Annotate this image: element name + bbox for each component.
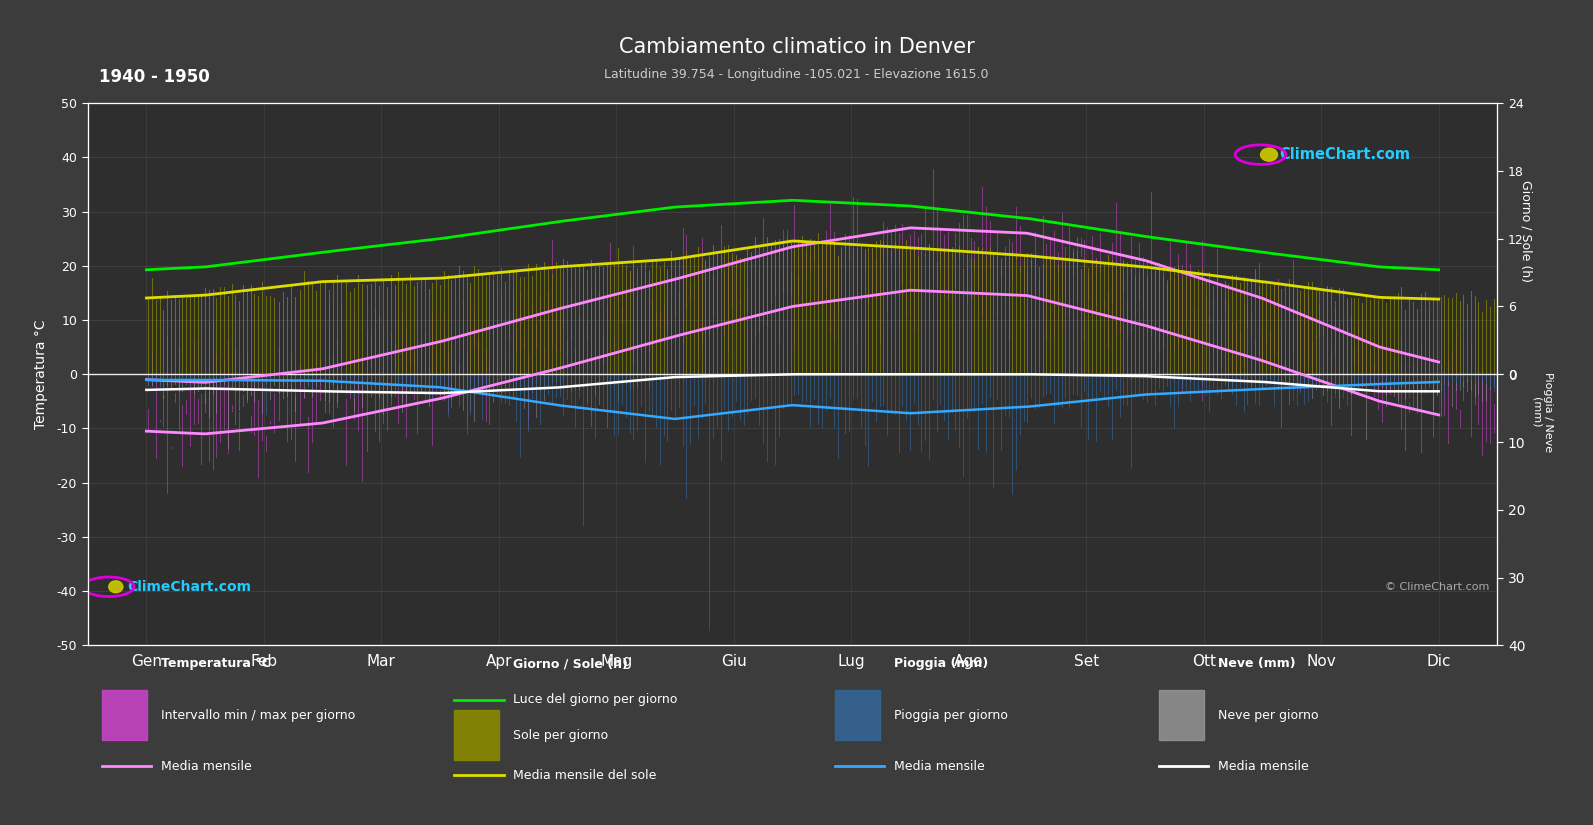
Text: © ClimeChart.com: © ClimeChart.com xyxy=(1384,582,1489,592)
Text: Pioggia per giorno: Pioggia per giorno xyxy=(894,709,1008,722)
Bar xyxy=(102,691,147,740)
Ellipse shape xyxy=(1260,148,1278,161)
Text: Neve (mm): Neve (mm) xyxy=(1219,658,1295,671)
Text: Pioggia (mm): Pioggia (mm) xyxy=(894,658,988,671)
Text: Intervallo min / max per giorno: Intervallo min / max per giorno xyxy=(161,709,355,722)
Y-axis label: Temperatura °C: Temperatura °C xyxy=(35,319,48,429)
Text: Giorno / Sole (h): Giorno / Sole (h) xyxy=(1520,180,1532,282)
Text: ClimeChart.com: ClimeChart.com xyxy=(1279,147,1410,162)
Text: Giorno / Sole (h): Giorno / Sole (h) xyxy=(513,658,628,671)
Text: Cambiamento climatico in Denver: Cambiamento climatico in Denver xyxy=(618,37,975,57)
Text: ClimeChart.com: ClimeChart.com xyxy=(127,580,252,594)
Text: Neve per giorno: Neve per giorno xyxy=(1219,709,1319,722)
Text: Latitudine 39.754 - Longitudine -105.021 - Elevazione 1615.0: Latitudine 39.754 - Longitudine -105.021… xyxy=(604,68,989,81)
Text: Media mensile: Media mensile xyxy=(1219,760,1309,773)
Text: Media mensile: Media mensile xyxy=(894,760,984,773)
Bar xyxy=(835,691,879,740)
Bar xyxy=(1160,691,1204,740)
Text: 1940 - 1950: 1940 - 1950 xyxy=(99,68,210,86)
Text: Luce del giorno per giorno: Luce del giorno per giorno xyxy=(513,693,677,706)
Text: Media mensile: Media mensile xyxy=(161,760,252,773)
Ellipse shape xyxy=(108,581,123,592)
Text: Media mensile del sole: Media mensile del sole xyxy=(513,769,656,782)
Text: Pioggia / Neve
(mm): Pioggia / Neve (mm) xyxy=(1531,372,1553,453)
Bar xyxy=(454,710,499,760)
Text: Sole per giorno: Sole per giorno xyxy=(513,728,609,742)
Text: Temperatura °C: Temperatura °C xyxy=(161,658,271,671)
